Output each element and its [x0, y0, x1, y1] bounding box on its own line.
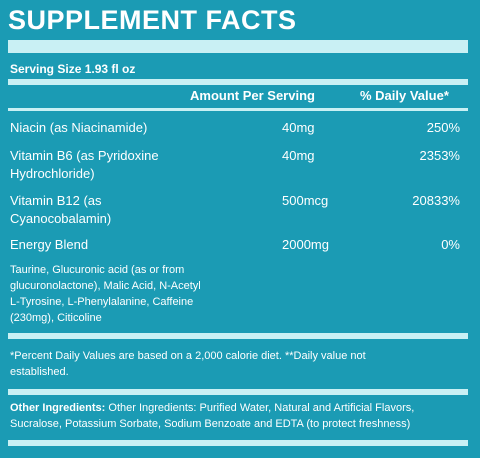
blend-ingredients-line: L-Tyrosine, L-Phenylalanine, Caffeine — [10, 296, 194, 308]
nutrient-dv: 250% — [426, 120, 460, 135]
footnote-line: established. — [10, 366, 69, 378]
nutrient-name: Niacin (as Niacinamide) — [10, 120, 148, 135]
nutrient-amount: 40mg — [282, 120, 315, 135]
nutrient-dv: 0% — [441, 237, 460, 252]
nutrient-amount: 2000mg — [282, 237, 329, 252]
nutrient-dv: 2353% — [419, 148, 460, 163]
other-ingredients-line: Other Ingredients: Other Ingredients: Pu… — [10, 400, 414, 416]
nutrient-name-line2: Cyanocobalamin) — [10, 211, 112, 226]
other-ingredients-line-2: Sucralose, Potassium Sorbate, Sodium Ben… — [10, 418, 411, 430]
header-divider — [8, 108, 468, 111]
panel-title: SUPPLEMENT FACTS — [8, 5, 297, 35]
blend-ingredients-line: glucuronolactone), Malic Acid, N-Acetyl — [10, 280, 201, 292]
serving-size: Serving Size 1.93 fl oz — [10, 62, 136, 76]
nutrient-dv: 20833% — [412, 193, 460, 208]
bottom-divider — [8, 440, 468, 446]
blend-ingredients-line: (230mg), Citicoline — [10, 312, 102, 324]
other-ingredients-divider — [8, 389, 468, 395]
footnote-divider — [8, 333, 468, 339]
other-ingredients-text: Other Ingredients: Purified Water, Natur… — [105, 402, 415, 414]
nutrient-name-line2: Hydrochloride) — [10, 166, 95, 181]
header-amount: Amount Per Serving — [190, 88, 315, 103]
nutrient-amount: 500mcg — [282, 193, 329, 208]
other-ingredients-label: Other Ingredients: — [10, 402, 106, 414]
top-thick-divider — [8, 40, 468, 53]
serving-divider — [8, 79, 468, 85]
nutrient-name: Vitamin B6 (as Pyridoxine — [10, 148, 159, 163]
nutrient-amount: 40mg — [282, 148, 315, 163]
footnote-line: *Percent Daily Values are based on a 2,0… — [10, 350, 366, 362]
nutrient-name: Vitamin B12 (as — [10, 193, 102, 208]
blend-ingredients-line: Taurine, Glucuronic acid (as or from — [10, 264, 185, 276]
header-daily-value: % Daily Value* — [360, 88, 449, 103]
nutrient-name: Energy Blend — [10, 237, 89, 252]
